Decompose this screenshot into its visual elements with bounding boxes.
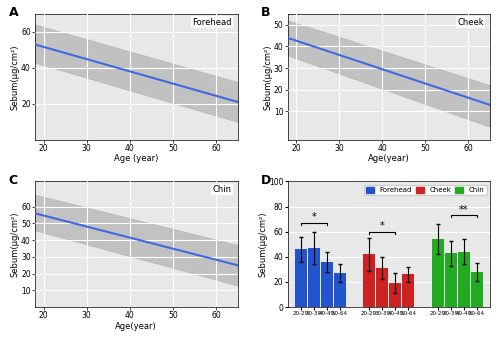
Bar [376,268,388,307]
Bar [334,273,346,307]
Bar [432,239,444,307]
Bar [363,254,375,307]
Text: D: D [261,174,272,187]
Text: C: C [8,174,18,187]
Text: A: A [8,6,18,20]
Text: Chin: Chin [212,185,232,194]
Y-axis label: Sebum(μg/cm²): Sebum(μg/cm²) [258,211,268,277]
Bar [402,274,414,307]
Text: Forehead: Forehead [192,18,232,27]
Bar [321,262,333,307]
Bar [294,249,306,307]
X-axis label: Age(year): Age(year) [368,154,410,163]
Bar [444,253,456,307]
Text: *: * [380,221,384,231]
Text: B: B [261,6,270,20]
Bar [308,248,320,307]
Bar [458,252,470,307]
Y-axis label: Sebum(μg/cm²): Sebum(μg/cm²) [263,44,272,110]
Bar [390,283,402,307]
X-axis label: Age (year): Age (year) [114,154,158,163]
Y-axis label: Sebum(μg/cm²): Sebum(μg/cm²) [10,211,20,277]
Bar [471,272,483,307]
Text: **: ** [459,205,468,215]
X-axis label: Age(year): Age(year) [116,322,157,331]
Legend: Forehead, Cheek, Chin: Forehead, Cheek, Chin [364,185,486,195]
Text: *: * [312,212,316,222]
Y-axis label: Sebum(μg/cm²): Sebum(μg/cm²) [10,44,20,110]
Text: Cheek: Cheek [458,18,484,27]
